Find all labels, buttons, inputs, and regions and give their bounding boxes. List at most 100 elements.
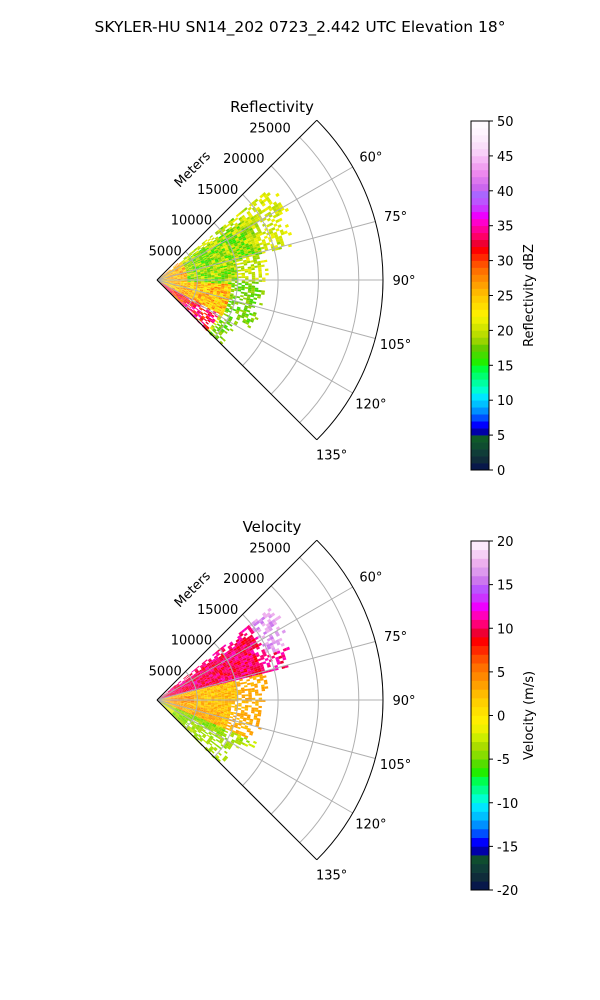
radar-gate (247, 206, 252, 211)
radar-gate (234, 243, 239, 247)
colorbar-segment (471, 211, 489, 220)
radar-gate (194, 263, 199, 266)
radar-gate (229, 296, 234, 299)
radar-gate (172, 285, 177, 287)
radar-gate (271, 655, 276, 659)
radar-gate (168, 690, 172, 693)
radar-gate (184, 278, 188, 280)
radar-gate (167, 287, 171, 291)
radar-gate (169, 290, 173, 294)
radar-gate (221, 283, 225, 286)
radar-gate (252, 220, 257, 224)
radar-gate (276, 615, 282, 620)
radar-gate (280, 207, 285, 212)
radar-gate (181, 267, 186, 270)
radar-gate (189, 287, 194, 289)
radar-gate (184, 281, 188, 283)
radar-gate (275, 212, 281, 217)
radar-gate (254, 265, 258, 268)
radar-gate (243, 248, 247, 251)
radar-gate (194, 275, 198, 277)
radar-gate (225, 296, 230, 300)
colorbar-segment (471, 386, 489, 394)
radar-gate (240, 725, 245, 729)
radar-gate (182, 261, 186, 264)
radar-gate (175, 270, 180, 273)
radar-gate (212, 664, 216, 668)
radar-gate (179, 270, 183, 273)
radar-gate (211, 324, 216, 329)
radar-gate (201, 280, 205, 282)
radar-gate (169, 272, 173, 275)
radar-gate (287, 232, 292, 236)
radar-gate (190, 312, 194, 316)
radar-gate (235, 237, 239, 241)
radar-gate (173, 282, 178, 284)
colorbar-segment (471, 169, 489, 178)
radar-gate (186, 269, 190, 272)
radar-gate (237, 289, 242, 292)
radar-gate (194, 295, 198, 298)
radar-gate (239, 247, 244, 251)
radar-gate (206, 256, 210, 259)
radar-gate (180, 299, 184, 302)
radar-gate (170, 282, 174, 284)
radar-gate (204, 731, 209, 735)
radar-gate (228, 258, 233, 261)
radar-gate (207, 329, 212, 333)
radar-gate (239, 633, 244, 637)
radar-gate (223, 265, 227, 268)
radar-gate (258, 269, 262, 272)
radar-gate (261, 686, 265, 690)
radar-gate (196, 271, 201, 274)
radar-gate (162, 273, 166, 276)
radar-gate (261, 684, 265, 688)
radar-gate (193, 274, 198, 276)
colorbar-tick-label: 25 (497, 290, 514, 305)
radar-gate (255, 703, 259, 706)
radar-gate (247, 266, 252, 269)
radar-gate (242, 643, 247, 648)
radar-gate (211, 307, 215, 310)
radar-gate (247, 232, 252, 237)
radar-gate (214, 283, 218, 285)
radar-gate (226, 724, 231, 728)
radar-gate (240, 220, 245, 224)
radar-gate (169, 283, 174, 286)
radar-gate (267, 625, 272, 630)
radar-gate (247, 240, 252, 244)
radar-gate (233, 322, 238, 326)
radar-gate (217, 281, 222, 283)
radar-gate (193, 315, 197, 319)
radar-gate (223, 325, 227, 330)
colorbar-tick-label: 5 (497, 666, 505, 681)
radar-gate (278, 211, 284, 216)
radar-gate (222, 649, 226, 653)
radar-gate (229, 262, 234, 265)
radar-gate (275, 236, 280, 241)
radar-gate (183, 272, 187, 274)
radar-gate (274, 203, 279, 208)
radar-gate (192, 304, 197, 308)
radar-gate (167, 280, 171, 282)
radar-gate (160, 277, 164, 279)
radar-gate (214, 320, 219, 324)
radar-gate (176, 293, 180, 297)
radar-gate (231, 696, 235, 699)
radar-gate (226, 304, 231, 308)
radar-gate (200, 246, 205, 250)
radar-gate (214, 249, 219, 253)
radar-gate (204, 281, 208, 283)
radar-gate (212, 329, 216, 333)
radar-gate (178, 680, 182, 684)
radar-gate (163, 282, 167, 285)
radar-gate (245, 299, 250, 303)
radar-gate (242, 636, 247, 641)
radar-gate (257, 247, 262, 251)
radar-gate (181, 302, 185, 306)
radar-gate (170, 268, 174, 271)
colorbar-segment (471, 541, 489, 551)
colorbar-segment (471, 351, 489, 359)
radar-gate (257, 628, 262, 633)
radar-gate (251, 291, 255, 294)
